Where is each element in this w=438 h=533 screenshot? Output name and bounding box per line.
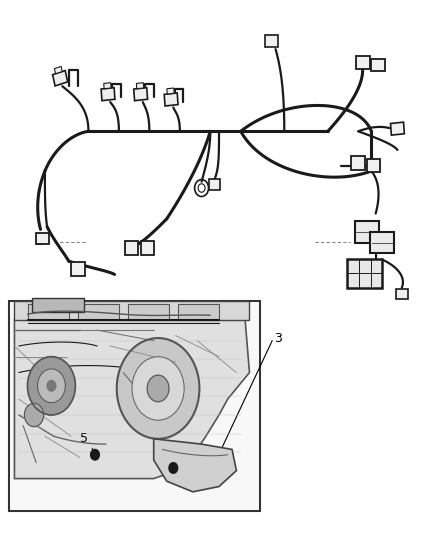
Bar: [396, 289, 408, 300]
Polygon shape: [154, 439, 237, 492]
Bar: [178, 304, 219, 319]
Bar: [370, 232, 394, 253]
Bar: [11, 304, 258, 509]
Bar: [347, 259, 382, 288]
Bar: [167, 88, 174, 94]
Bar: [71, 262, 85, 276]
Bar: [209, 179, 220, 190]
Bar: [164, 93, 178, 106]
Bar: [371, 59, 385, 71]
Bar: [78, 304, 119, 319]
Text: 6: 6: [172, 447, 180, 459]
Bar: [351, 157, 365, 169]
Bar: [54, 67, 62, 74]
Circle shape: [47, 381, 56, 391]
Text: 1: 1: [35, 235, 42, 248]
Text: 5: 5: [80, 432, 88, 446]
Text: 1: 1: [378, 235, 386, 248]
Bar: [355, 221, 379, 243]
Bar: [32, 298, 84, 312]
Bar: [141, 241, 154, 255]
Bar: [125, 241, 138, 255]
Bar: [127, 304, 169, 319]
Bar: [53, 70, 68, 86]
Bar: [391, 122, 404, 135]
Circle shape: [117, 338, 199, 439]
Circle shape: [38, 369, 65, 403]
Circle shape: [25, 403, 44, 426]
Bar: [356, 56, 370, 69]
Bar: [265, 35, 278, 47]
Bar: [36, 232, 49, 244]
Bar: [367, 159, 381, 172]
Circle shape: [132, 357, 184, 420]
Text: 3: 3: [274, 332, 282, 344]
Circle shape: [91, 449, 99, 460]
Bar: [134, 87, 148, 101]
Bar: [28, 304, 69, 319]
Circle shape: [147, 375, 169, 402]
Polygon shape: [14, 319, 250, 479]
Circle shape: [169, 463, 178, 473]
Circle shape: [28, 357, 75, 415]
Text: 4: 4: [43, 406, 51, 419]
Polygon shape: [14, 301, 250, 319]
Bar: [9, 301, 260, 512]
Bar: [136, 83, 144, 88]
Bar: [104, 83, 111, 88]
Bar: [101, 87, 115, 101]
